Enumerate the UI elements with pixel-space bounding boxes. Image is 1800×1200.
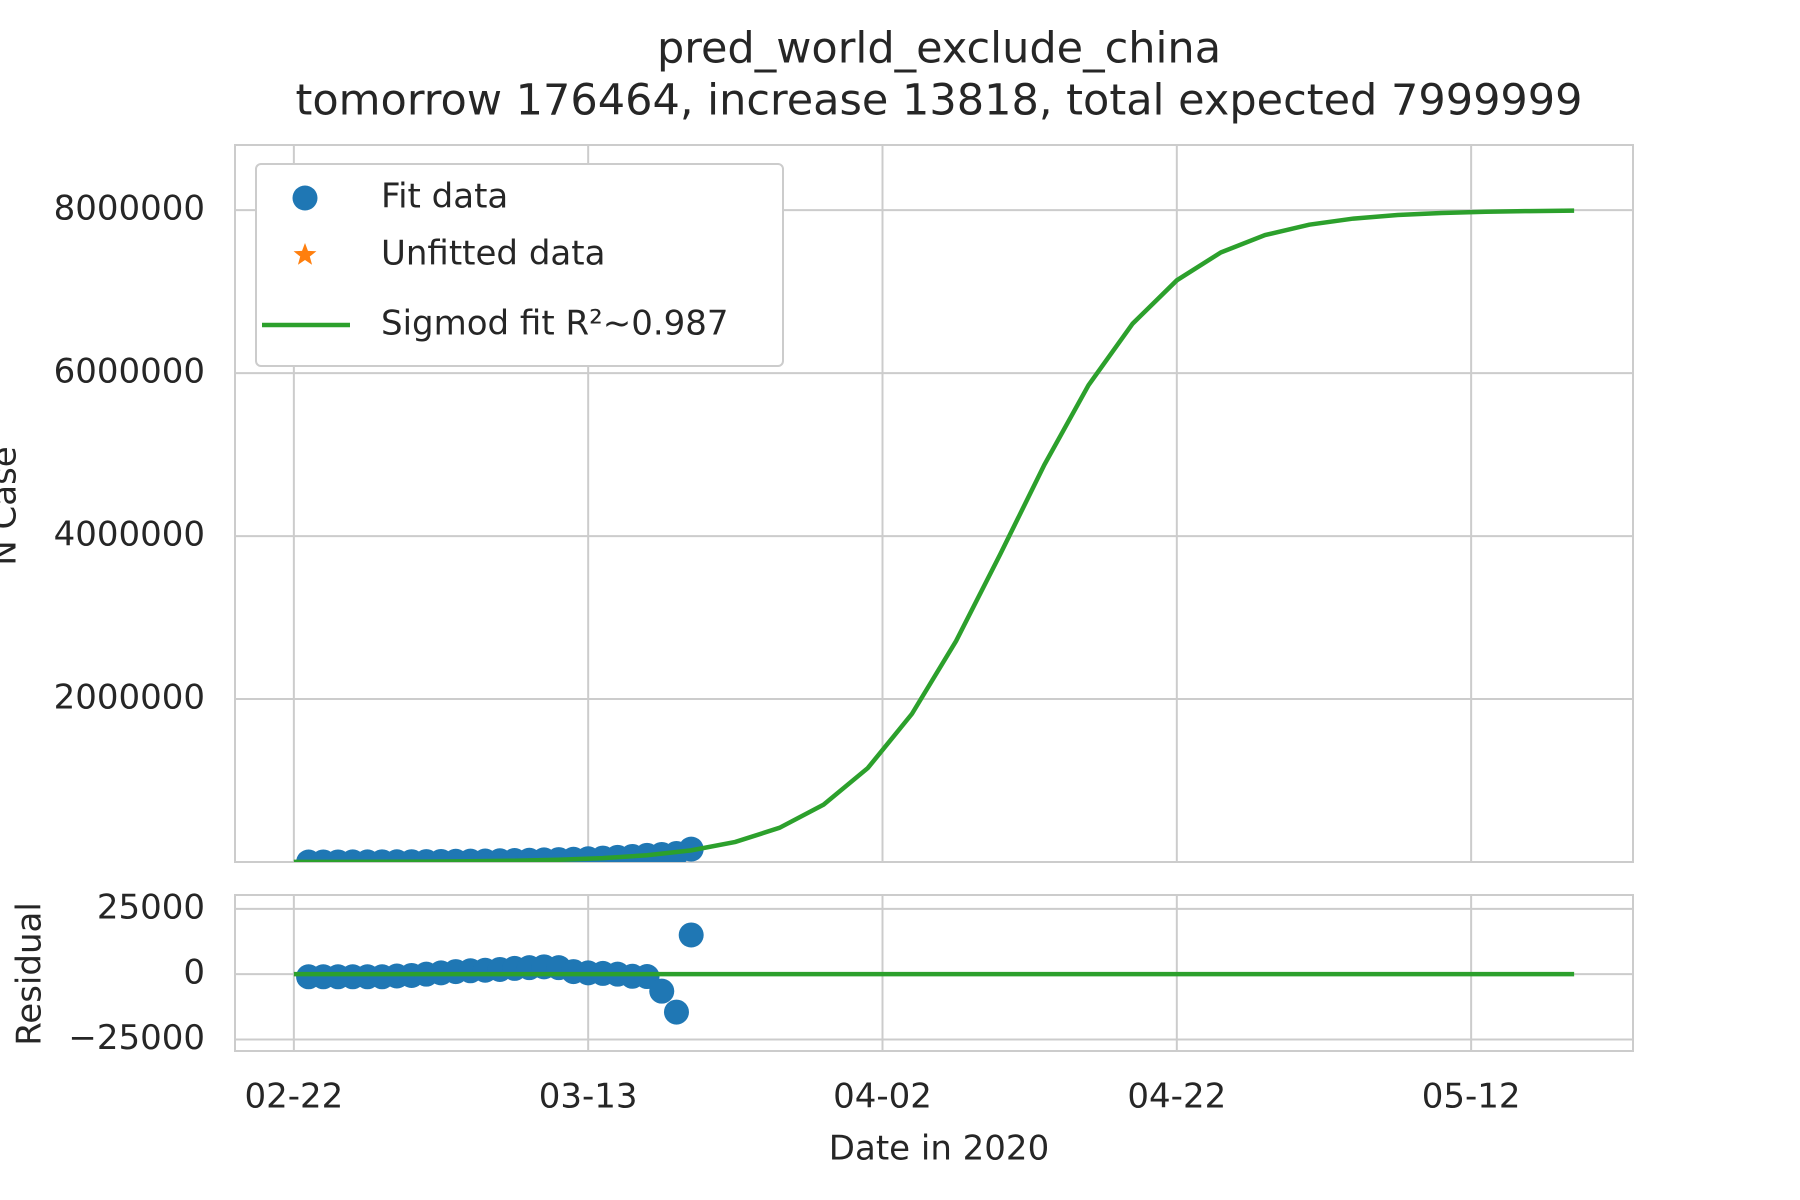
y-tick-label: 4000000 bbox=[54, 515, 205, 555]
y-axis-label: Residual bbox=[10, 902, 50, 1046]
x-tick-label: 03-13 bbox=[539, 1077, 638, 1117]
legend-box bbox=[255, 163, 784, 367]
data-point bbox=[663, 999, 689, 1025]
y-tick-label: 8000000 bbox=[54, 189, 205, 229]
legend-label: Fit data bbox=[381, 177, 508, 217]
y-tick-label: −25000 bbox=[68, 1018, 205, 1058]
plot-layer bbox=[293, 922, 1575, 1025]
y-tick-label: 0 bbox=[183, 953, 205, 993]
x-tick-label: 04-02 bbox=[833, 1077, 932, 1117]
legend-label: Unfitted data bbox=[381, 234, 605, 274]
y-tick-label: 6000000 bbox=[54, 352, 205, 392]
legend: Fit data Unfitted data Sigmod fit R²~0.987 bbox=[255, 163, 784, 367]
chart-subtitle: tomorrow 176464, increase 13818, total e… bbox=[296, 76, 1583, 126]
legend-swatch bbox=[292, 185, 318, 211]
plot-layer bbox=[293, 208, 1575, 862]
y-tick-label: 25000 bbox=[97, 887, 205, 927]
y-axis-label: N Case bbox=[0, 446, 25, 565]
fit-line bbox=[293, 208, 1575, 862]
data-point bbox=[678, 922, 704, 948]
chart-title: pred_world_exclude_china bbox=[657, 24, 1221, 74]
data-point bbox=[649, 978, 675, 1004]
x-tick-label: 05-12 bbox=[1422, 1077, 1521, 1117]
y-tick-label: 2000000 bbox=[54, 678, 205, 718]
x-axis-label: Date in 2020 bbox=[829, 1129, 1049, 1169]
legend-swatch bbox=[293, 243, 317, 265]
x-tick-label: 04-22 bbox=[1127, 1077, 1226, 1117]
x-tick-label: 02-22 bbox=[244, 1077, 343, 1117]
legend-label: Sigmod fit R²~0.987 bbox=[381, 304, 729, 344]
